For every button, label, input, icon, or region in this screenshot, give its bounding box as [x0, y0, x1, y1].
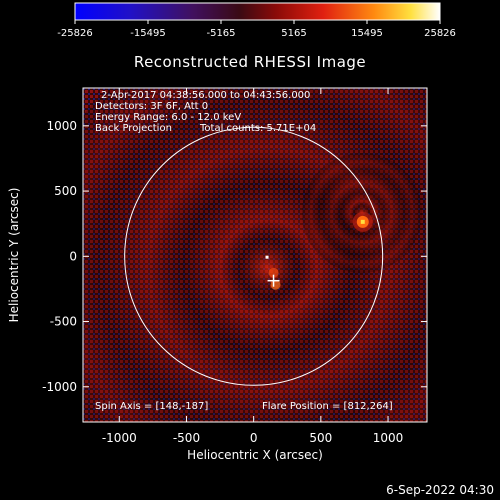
footer-date: 6-Sep-2022 04:30 — [386, 483, 494, 497]
flare-peak — [360, 219, 365, 224]
colorbar: -25826 -15495 -5165 5165 15495 25826 — [57, 2, 456, 39]
x-tick-label: 1000 — [373, 431, 404, 445]
colorbar-tick-label: 5165 — [281, 28, 306, 39]
colorbar-tick-label: -5165 — [206, 28, 235, 39]
x-tick-label: -500 — [173, 431, 200, 445]
colorbar-tick-label: -15495 — [130, 28, 165, 39]
y-tick-label: 1000 — [46, 119, 77, 133]
y-axis: 1000 500 0 -500 -1000 — [42, 119, 427, 394]
x-axis-label: Heliocentric X (arcsec) — [187, 448, 323, 462]
annotation-detectors: Detectors: 3F 6F, Att 0 — [95, 101, 208, 112]
x-tick-label: 500 — [309, 431, 332, 445]
y-axis-label: Heliocentric Y (arcsec) — [7, 188, 21, 323]
solar-disk-outline — [124, 126, 384, 386]
x-tick-label: 0 — [250, 431, 258, 445]
colorbar-tick-label: 15495 — [351, 28, 383, 39]
annotation-time-range: 2-Apr-2017 04:38:56.000 to 04:43:56.000 — [101, 90, 310, 101]
plot-title: Reconstructed RHESSI Image — [134, 53, 366, 71]
annotation-energy: Energy Range: 6.0 - 12.0 keV — [95, 112, 241, 123]
y-tick-label: -500 — [50, 315, 77, 329]
bright-pixel — [265, 255, 269, 259]
x-tick-label: -1000 — [102, 431, 137, 445]
spin-axis-marker — [265, 255, 281, 290]
annotation-spin-axis: Spin Axis = [148,-187] — [95, 401, 208, 412]
colorbar-tick-label: 25826 — [424, 28, 456, 39]
image-area — [83, 88, 427, 422]
source-glow — [268, 267, 279, 278]
annotation-method: Back Projection — [95, 123, 172, 134]
annotation-counts: Total counts: 5.71E+04 — [199, 123, 316, 134]
y-tick-label: 0 — [69, 249, 77, 263]
colorbar-tick-label: -25826 — [57, 28, 92, 39]
x-axis: -1000 -500 0 500 1000 — [102, 88, 403, 445]
colorbar-gradient — [74, 2, 441, 21]
plot-frame — [82, 87, 428, 423]
y-tick-label: -1000 — [42, 380, 77, 394]
y-tick-label: 500 — [54, 184, 77, 198]
flare-source — [352, 211, 373, 232]
annotation-flare-position: Flare Position = [812,264] — [262, 401, 393, 412]
